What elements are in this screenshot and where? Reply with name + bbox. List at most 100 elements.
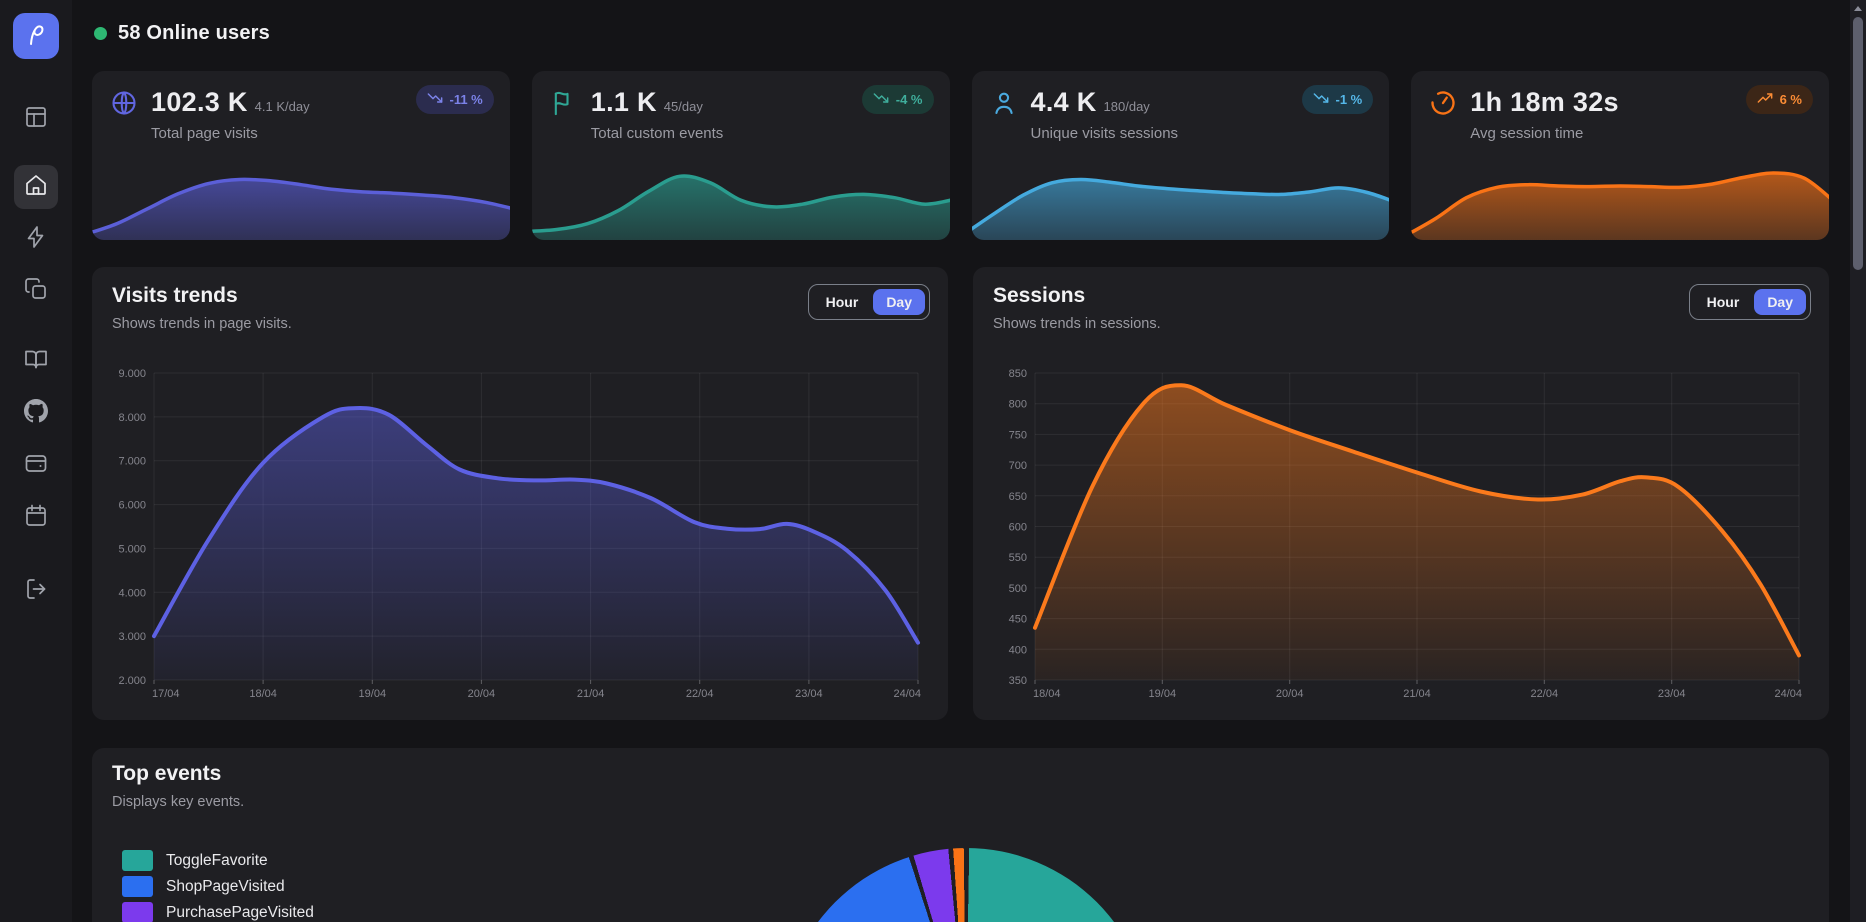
svg-text:750: 750 bbox=[1009, 429, 1027, 441]
legend-item-togglefavorite[interactable]: ToggleFavorite bbox=[122, 850, 314, 871]
stat-card-custom-events: 1.1 K 45/day Total custom events -4 % bbox=[531, 71, 950, 240]
sidebar-item-calendar[interactable] bbox=[14, 495, 58, 539]
pie-legend: ToggleFavorite ShopPageVisited PurchaseP… bbox=[122, 850, 314, 922]
stat-label: Unique visits sessions bbox=[1030, 125, 1179, 142]
stat-label: Total page visits bbox=[151, 125, 258, 142]
logout-icon bbox=[24, 577, 48, 606]
calendar-icon bbox=[24, 503, 48, 532]
stat-value: 1h 18m 32s bbox=[1470, 87, 1619, 117]
stat-card-page-visits: 102.3 K 4.1 K/day Total page visits -11 % bbox=[92, 71, 510, 240]
visits-interval-toggle: Hour Day bbox=[807, 284, 930, 320]
logo-wave-icon bbox=[21, 19, 51, 54]
toggle-day-button[interactable]: Day bbox=[873, 289, 925, 315]
badge-value: -11 % bbox=[449, 92, 483, 107]
sidebar-item-github[interactable] bbox=[14, 391, 58, 435]
svg-text:18/04: 18/04 bbox=[249, 688, 277, 700]
legend-label: PurchasePageVisited bbox=[166, 903, 314, 921]
trend-badge: -4 % bbox=[861, 85, 934, 114]
trending-up-icon bbox=[1757, 90, 1773, 109]
legend-swatch bbox=[122, 850, 153, 871]
top-events-subtitle: Displays key events. bbox=[112, 794, 245, 810]
stat-value: 4.4 K bbox=[1030, 87, 1097, 117]
legend-label: ShopPageVisited bbox=[166, 877, 285, 895]
sparkline-unique-sessions bbox=[971, 166, 1390, 240]
vertical-scrollbar[interactable] bbox=[1850, 0, 1866, 922]
sidebar-item-pages[interactable] bbox=[14, 269, 58, 313]
scrollbar-up-arrow-icon[interactable] bbox=[1854, 6, 1862, 11]
stat-value: 102.3 K bbox=[151, 87, 248, 117]
trend-badge: 6 % bbox=[1745, 85, 1813, 114]
svg-text:350: 350 bbox=[1009, 675, 1027, 687]
svg-text:21/04: 21/04 bbox=[577, 688, 605, 700]
visits-trends-chart: 2.000 3.000 4.000 5.000 6.000 7.000 8.000 9.000… bbox=[106, 363, 932, 706]
sessions-subtitle: Shows trends in sessions. bbox=[993, 316, 1161, 332]
sessions-title: Sessions bbox=[993, 284, 1086, 307]
sidebar-item-docs[interactable] bbox=[14, 339, 58, 383]
stat-rate: 4.1 K/day bbox=[254, 99, 310, 114]
svg-text:850: 850 bbox=[1009, 368, 1027, 380]
github-icon bbox=[24, 398, 48, 428]
toggle-hour-button[interactable]: Hour bbox=[1706, 294, 1740, 310]
svg-text:8.000: 8.000 bbox=[118, 412, 146, 424]
svg-text:450: 450 bbox=[1009, 614, 1027, 626]
visits-trends-subtitle: Shows trends in page visits. bbox=[112, 316, 292, 332]
scrollbar-thumb[interactable] bbox=[1853, 17, 1863, 270]
stat-rate: 180/day bbox=[1103, 99, 1150, 114]
toggle-hour-button[interactable]: Hour bbox=[825, 294, 859, 310]
sidebar-item-home[interactable] bbox=[14, 165, 58, 209]
legend-swatch bbox=[122, 902, 153, 922]
svg-text:9.000: 9.000 bbox=[118, 368, 146, 380]
sidebar-item-billing[interactable] bbox=[14, 443, 58, 487]
sessions-card: Sessions Shows trends in sessions. Hour … bbox=[973, 267, 1829, 720]
svg-text:400: 400 bbox=[1009, 644, 1027, 656]
dashboard-layout-icon bbox=[24, 105, 48, 134]
trending-down-icon bbox=[427, 90, 443, 109]
svg-text:2.000: 2.000 bbox=[118, 675, 146, 687]
trend-badge: -1 % bbox=[1301, 85, 1374, 114]
toggle-day-button[interactable]: Day bbox=[1754, 289, 1806, 315]
visits-trends-title: Visits trends bbox=[112, 284, 238, 307]
sidebar bbox=[0, 0, 72, 922]
badge-value: -1 % bbox=[1335, 92, 1363, 107]
user-icon bbox=[990, 89, 1018, 117]
sidebar-item-logout[interactable] bbox=[14, 569, 58, 613]
main-content: 58 Online users 102.3 K 4.1 K/day Total p… bbox=[72, 0, 1850, 922]
svg-text:22/04: 22/04 bbox=[686, 688, 714, 700]
svg-text:23/04: 23/04 bbox=[1658, 688, 1686, 700]
top-events-pie-chart bbox=[781, 848, 1151, 922]
svg-text:800: 800 bbox=[1009, 399, 1027, 411]
app-logo[interactable] bbox=[13, 13, 59, 59]
svg-text:24/04: 24/04 bbox=[1774, 688, 1802, 700]
sessions-interval-toggle: Hour Day bbox=[1688, 284, 1811, 320]
stat-value: 1.1 K bbox=[590, 87, 657, 117]
stat-label: Avg session time bbox=[1470, 125, 1584, 142]
svg-text:17/04: 17/04 bbox=[152, 688, 180, 700]
legend-swatch bbox=[122, 876, 153, 897]
svg-text:500: 500 bbox=[1009, 583, 1027, 595]
stat-rate: 45/day bbox=[663, 99, 703, 114]
svg-text:20/04: 20/04 bbox=[468, 688, 496, 700]
legend-item-shoppagevisited[interactable]: ShopPageVisited bbox=[122, 876, 314, 897]
globe-icon bbox=[110, 89, 138, 117]
visits-trends-card: Visits trends Shows trends in page visit… bbox=[92, 267, 948, 720]
trending-down-icon bbox=[873, 90, 889, 109]
sparkline-custom-events bbox=[531, 166, 950, 240]
svg-text:600: 600 bbox=[1009, 522, 1027, 534]
stat-card-unique-sessions: 4.4 K 180/day Unique visits sessions -1 % bbox=[971, 71, 1390, 240]
svg-text:19/04: 19/04 bbox=[359, 688, 387, 700]
svg-text:7.000: 7.000 bbox=[118, 456, 146, 468]
trend-badge: -11 % bbox=[415, 85, 494, 114]
sidebar-item-activity[interactable] bbox=[14, 217, 58, 261]
online-users-status: 58 Online users bbox=[94, 22, 1829, 45]
svg-text:5.000: 5.000 bbox=[118, 543, 146, 555]
svg-text:550: 550 bbox=[1009, 552, 1027, 564]
stat-label: Total custom events bbox=[590, 125, 724, 142]
online-dot bbox=[94, 27, 107, 40]
wallet-icon bbox=[24, 451, 48, 480]
top-events-title: Top events bbox=[112, 762, 222, 785]
sidebar-item-dashboard[interactable] bbox=[14, 97, 58, 141]
svg-text:700: 700 bbox=[1009, 460, 1027, 472]
charts-row: Visits trends Shows trends in page visit… bbox=[92, 267, 1829, 720]
top-events-card: Top events Displays key events. ToggleFa… bbox=[92, 748, 1829, 922]
legend-item-purchasepagevisited[interactable]: PurchasePageVisited bbox=[122, 902, 314, 922]
